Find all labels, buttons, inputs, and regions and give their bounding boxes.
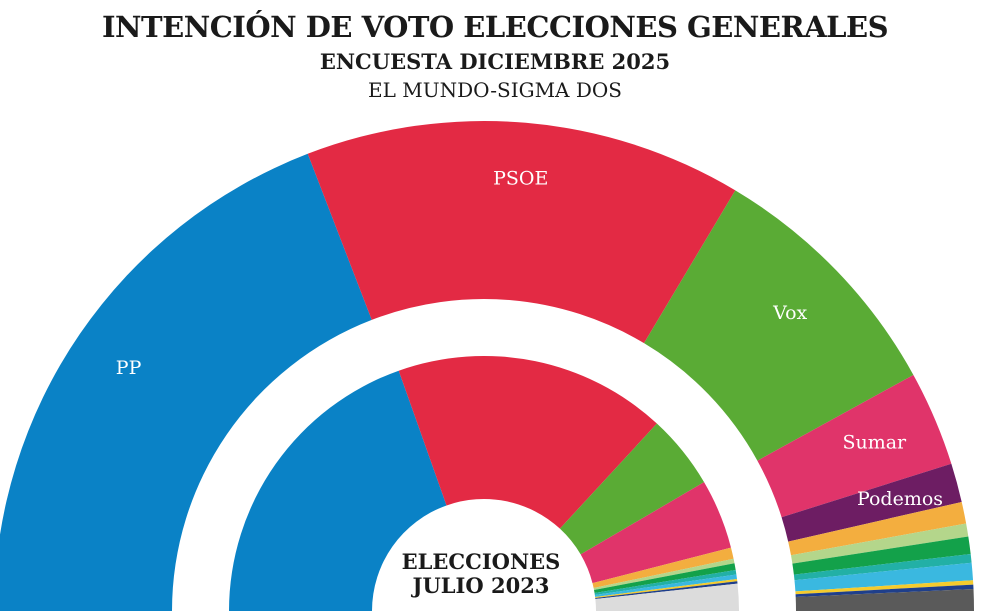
inner-ring-2023	[229, 356, 739, 611]
segment-label-podemos: Podemos	[857, 488, 943, 510]
inner-segment-psoe	[398, 356, 657, 529]
outer-segment-other-6	[795, 580, 974, 595]
inner-segment-other-5	[594, 574, 737, 597]
inner-segment-sumar	[580, 482, 731, 584]
outer-segment-other-1	[788, 501, 967, 556]
segment-label-psoe: PSOE	[493, 168, 548, 190]
outer-segment-psoe	[307, 121, 736, 344]
chart-source: EL MUNDO-SIGMA DOS	[368, 78, 622, 102]
inner-segment-vox	[559, 423, 705, 555]
segment-labels: PP PSOE Vox Sumar Podemos	[116, 168, 943, 511]
chart-subtitle: ENCUESTA DICIEMBRE 2025	[319, 49, 671, 74]
inner-segment-other-4	[594, 569, 737, 595]
chart-title: INTENCIÓN DE VOTO ELECCIONES GENERALES	[101, 10, 889, 44]
outer-segment-podemos	[781, 463, 962, 542]
outer-segment-vox	[644, 190, 914, 461]
outer-segment-sumar	[757, 374, 952, 518]
inner-segment-other-3	[594, 563, 736, 593]
outer-segment-other-5	[794, 562, 974, 592]
inner-segment-pp	[229, 370, 447, 611]
outer-segment-other-4	[793, 553, 972, 581]
inner-segment-other-7	[595, 581, 738, 599]
outer-segment-other-7	[795, 584, 974, 597]
inner-segment-other-6	[595, 579, 738, 598]
segment-label-vox: Vox	[772, 302, 807, 324]
outer-segment-other-3	[792, 536, 971, 575]
outer-segment-other-8	[795, 589, 974, 611]
outer-segment-pp	[0, 153, 372, 611]
inner-segment-other-1	[592, 547, 734, 589]
outer-segment-other-2	[790, 523, 969, 564]
outer-ring-2025	[0, 121, 974, 611]
inner-segment-other-8	[595, 583, 739, 611]
segment-label-pp: PP	[116, 357, 142, 379]
center-label-line-1: ELECCIONES	[402, 549, 561, 574]
center-label-line-2: JULIO 2023	[411, 573, 550, 598]
segment-label-sumar: Sumar	[842, 432, 907, 454]
inner-segment-other-2	[593, 558, 735, 591]
